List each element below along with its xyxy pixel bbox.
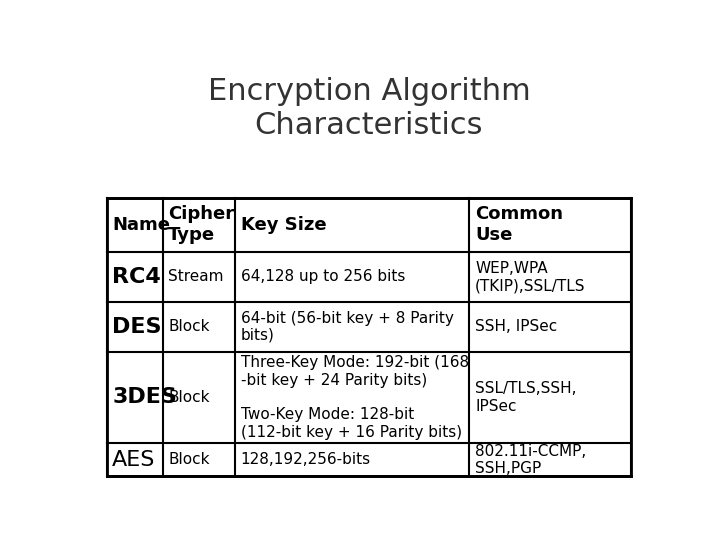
Text: 64-bit (56-bit key + 8 Parity
bits): 64-bit (56-bit key + 8 Parity bits) bbox=[240, 310, 454, 343]
Text: SSH, IPSec: SSH, IPSec bbox=[475, 319, 557, 334]
Text: SSL/TLS,SSH,
IPSec: SSL/TLS,SSH, IPSec bbox=[475, 381, 577, 414]
Text: Key Size: Key Size bbox=[240, 216, 326, 234]
Text: Cipher
Type: Cipher Type bbox=[168, 206, 234, 244]
Text: Three-Key Mode: 192-bit (168
-bit key + 24 Parity bits)

Two-Key Mode: 128-bit
(: Three-Key Mode: 192-bit (168 -bit key + … bbox=[240, 355, 469, 440]
Text: Stream: Stream bbox=[168, 269, 224, 285]
Text: 64,128 up to 256 bits: 64,128 up to 256 bits bbox=[240, 269, 405, 285]
Text: Name: Name bbox=[112, 216, 171, 234]
Text: 802.11i-CCMP,
SSH,PGP: 802.11i-CCMP, SSH,PGP bbox=[475, 444, 586, 476]
Bar bbox=[107, 198, 631, 476]
Text: Block: Block bbox=[168, 453, 210, 467]
Text: 128,192,256-bits: 128,192,256-bits bbox=[240, 453, 371, 467]
Text: Encryption Algorithm
Characteristics: Encryption Algorithm Characteristics bbox=[207, 77, 531, 140]
Text: AES: AES bbox=[112, 450, 156, 470]
Text: WEP,WPA
(TKIP),SSL/TLS: WEP,WPA (TKIP),SSL/TLS bbox=[475, 261, 585, 293]
Text: 3DES: 3DES bbox=[112, 387, 177, 408]
Text: RC4: RC4 bbox=[112, 267, 161, 287]
Text: Block: Block bbox=[168, 390, 210, 405]
Text: Block: Block bbox=[168, 319, 210, 334]
Text: DES: DES bbox=[112, 317, 162, 337]
Text: Common
Use: Common Use bbox=[475, 206, 563, 244]
